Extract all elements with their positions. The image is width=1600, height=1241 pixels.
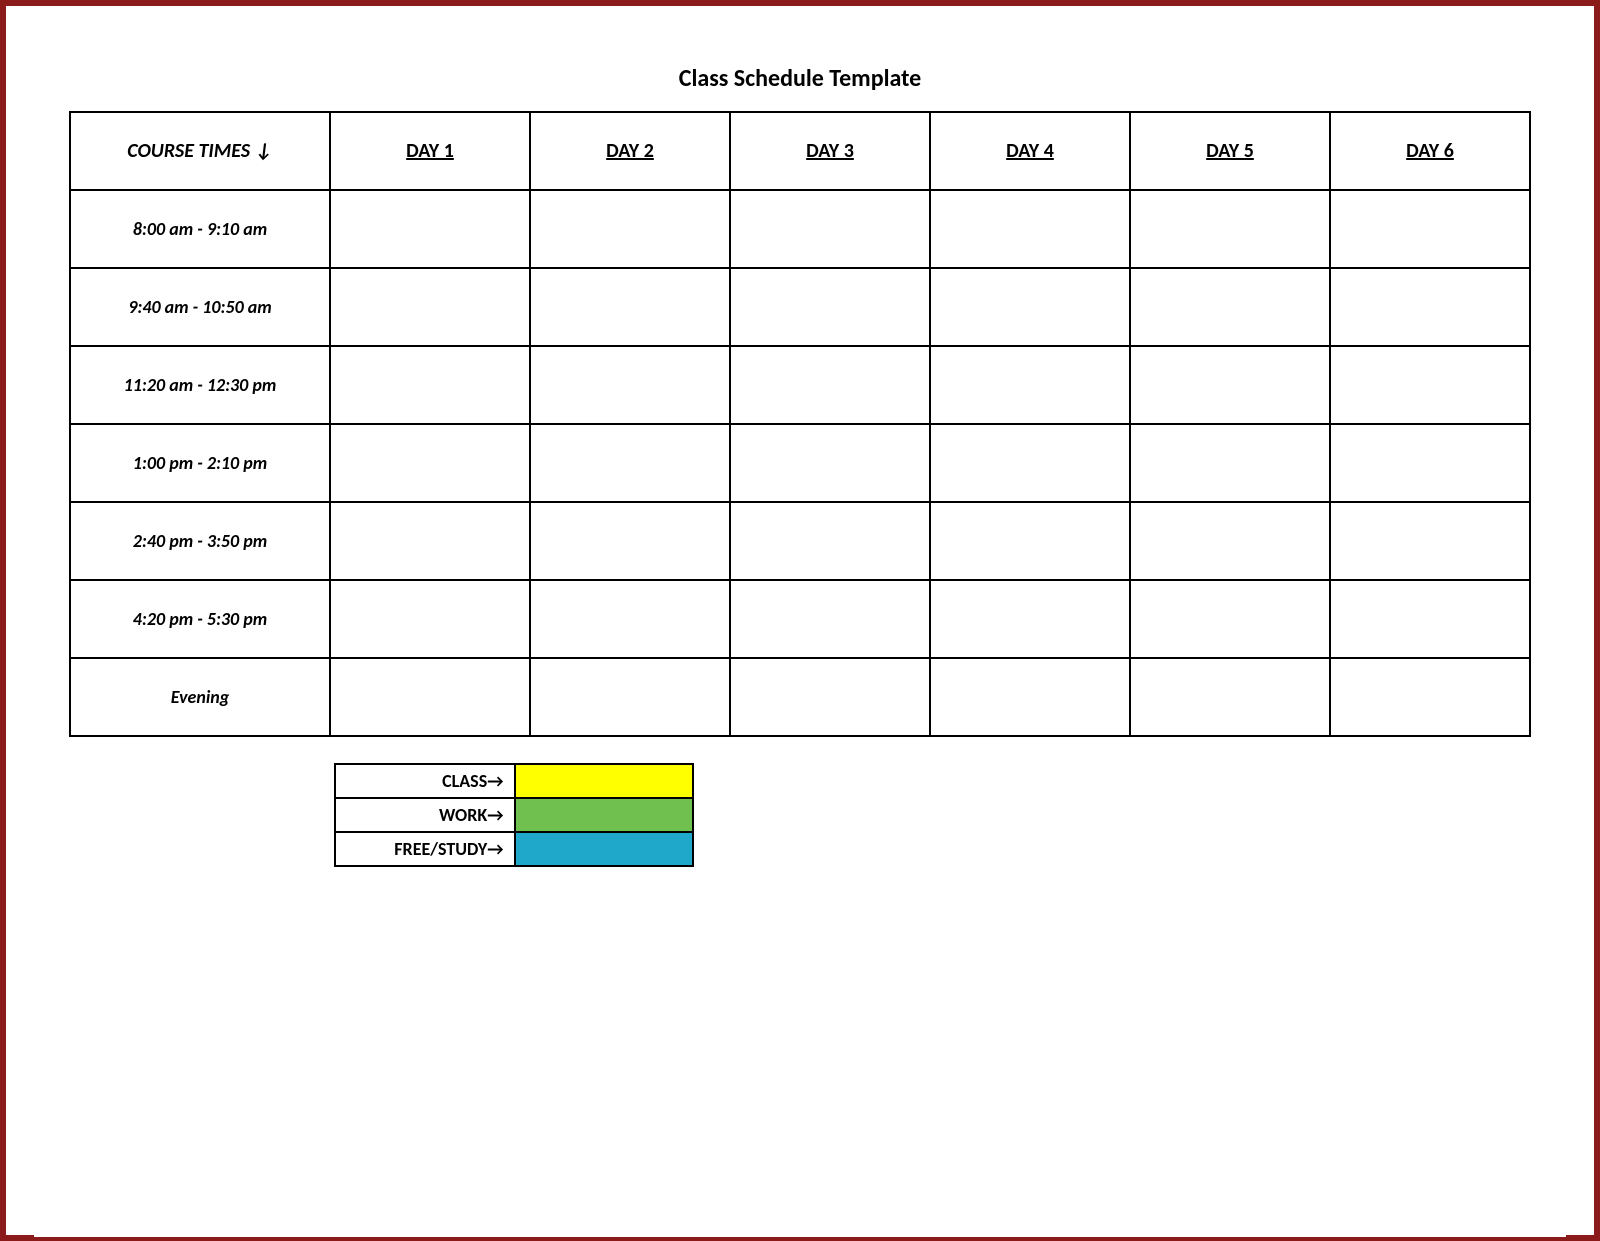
table-row: 11:20 am - 12:30 pm [70,346,1530,424]
schedule-cell [530,658,730,736]
schedule-cell [730,346,930,424]
legend-label-class: CLASS→ [335,764,515,798]
schedule-cell [730,502,930,580]
schedule-cell [330,502,530,580]
schedule-cell [1330,268,1530,346]
day-header-1: DAY 1 [330,112,530,190]
table-row: 1:00 pm - 2:10 pm [70,424,1530,502]
legend-row: CLASS→ [335,764,693,798]
schedule-cell [530,190,730,268]
schedule-cell [930,502,1130,580]
time-slot: 2:40 pm - 3:50 pm [70,502,330,580]
legend-table: CLASS→ WORK→ FREE/STUDY→ [334,763,694,867]
schedule-cell [330,346,530,424]
page: Class Schedule Template COURSE TIMES ↓ D… [34,64,1566,1237]
legend-row: WORK→ [335,798,693,832]
schedule-cell [1130,580,1330,658]
day-header-6: DAY 6 [1330,112,1530,190]
schedule-cell [530,580,730,658]
schedule-cell [330,580,530,658]
schedule-cell [530,346,730,424]
schedule-cell [1130,658,1330,736]
schedule-cell [530,424,730,502]
schedule-cell [330,268,530,346]
page-title: Class Schedule Template [34,64,1566,93]
table-row: 8:00 am - 9:10 am [70,190,1530,268]
legend-label-work: WORK→ [335,798,515,832]
schedule-cell [930,580,1130,658]
schedule-cell [530,502,730,580]
schedule-cell [1330,424,1530,502]
day-header-2: DAY 2 [530,112,730,190]
time-slot: 4:20 pm - 5:30 pm [70,580,330,658]
time-slot: Evening [70,658,330,736]
time-slot: 8:00 am - 9:10 am [70,190,330,268]
table-row: 4:20 pm - 5:30 pm [70,580,1530,658]
day-header-3: DAY 3 [730,112,930,190]
legend-label-free-study: FREE/STUDY→ [335,832,515,866]
schedule-cell [730,424,930,502]
header-row: COURSE TIMES ↓ DAY 1 DAY 2 DAY 3 DAY 4 D… [70,112,1530,190]
time-slot: 1:00 pm - 2:10 pm [70,424,330,502]
day-header-4: DAY 4 [930,112,1130,190]
legend-row: FREE/STUDY→ [335,832,693,866]
table-row: 9:40 am - 10:50 am [70,268,1530,346]
schedule-cell [1330,502,1530,580]
schedule-cell [930,658,1130,736]
schedule-cell [1130,502,1330,580]
schedule-table: COURSE TIMES ↓ DAY 1 DAY 2 DAY 3 DAY 4 D… [69,111,1531,737]
schedule-cell [1130,190,1330,268]
time-slot: 9:40 am - 10:50 am [70,268,330,346]
legend-color-work [515,798,694,832]
schedule-cell [930,268,1130,346]
schedule-cell [1130,346,1330,424]
schedule-cell [1330,580,1530,658]
course-times-header: COURSE TIMES ↓ [70,112,330,190]
schedule-cell [1330,190,1530,268]
table-row: Evening [70,658,1530,736]
schedule-cell [1330,346,1530,424]
schedule-cell [330,658,530,736]
schedule-cell [930,424,1130,502]
schedule-cell [930,346,1130,424]
schedule-cell [330,190,530,268]
legend-color-class [515,764,694,798]
time-slot: 11:20 am - 12:30 pm [70,346,330,424]
schedule-cell [730,580,930,658]
schedule-cell [730,268,930,346]
schedule-cell [730,190,930,268]
schedule-cell [930,190,1130,268]
schedule-cell [330,424,530,502]
table-row: 2:40 pm - 3:50 pm [70,502,1530,580]
schedule-cell [1330,658,1530,736]
outer-frame: Class Schedule Template COURSE TIMES ↓ D… [0,0,1600,1241]
schedule-cell [730,658,930,736]
schedule-body: 8:00 am - 9:10 am 9:40 am - 10:50 am [70,190,1530,736]
day-header-5: DAY 5 [1130,112,1330,190]
schedule-cell [1130,268,1330,346]
schedule-cell [1130,424,1330,502]
legend-color-free-study [515,832,694,866]
schedule-cell [530,268,730,346]
